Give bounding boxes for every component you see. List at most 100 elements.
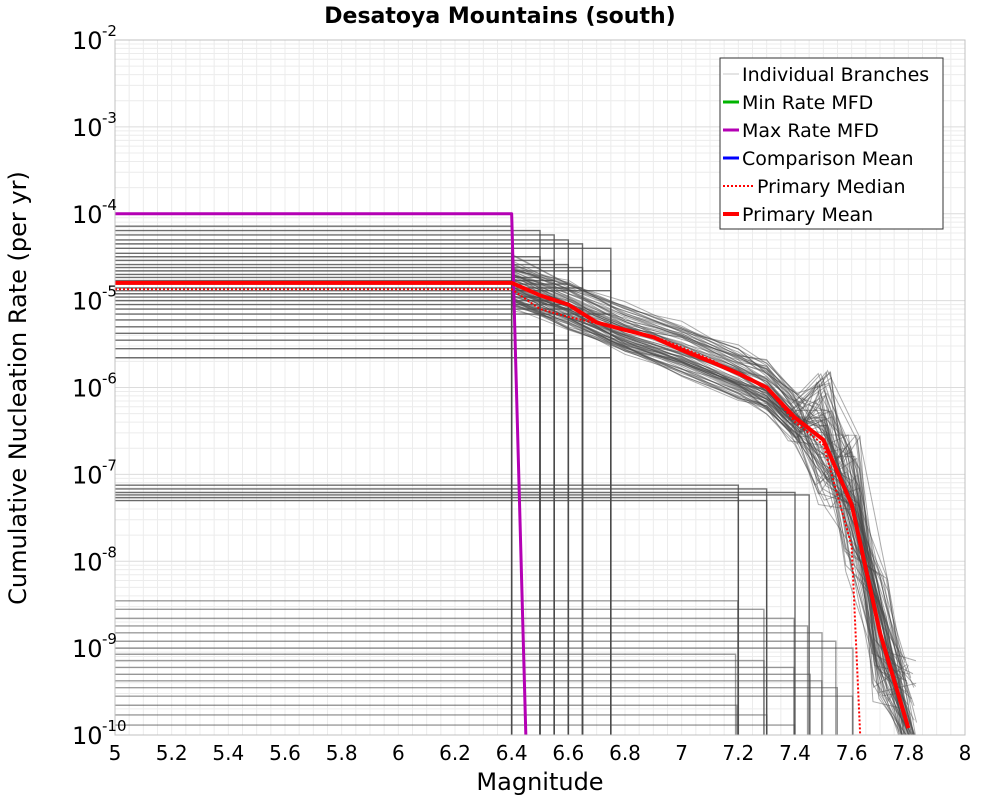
legend-box xyxy=(719,57,944,230)
series-max-rate-mfd xyxy=(115,212,528,735)
data-layer xyxy=(115,212,918,735)
branch-line xyxy=(115,491,796,735)
branch-line xyxy=(115,499,768,735)
branch-tail-line xyxy=(511,270,905,735)
y-tick-label: 10 xyxy=(72,114,103,142)
branch-line xyxy=(115,680,823,735)
branch-tail-line xyxy=(511,297,916,735)
x-tick-label: 7.4 xyxy=(779,741,811,765)
branch-tail-line xyxy=(511,286,901,735)
x-ticks: 5 5.2 5.4 5.6 5.8 6 6.2 6.4 6.6 6.8 7 7.2 7.4 7.6 7.8 8 xyxy=(109,741,972,765)
series-primary-mean xyxy=(115,280,911,729)
branch-line xyxy=(115,673,811,735)
x-tick-label: 5.4 xyxy=(212,741,244,765)
x-tick-label: 5.6 xyxy=(269,741,301,765)
branch-tail-line xyxy=(511,297,908,682)
branch-tail-line xyxy=(511,291,910,735)
branch-tail-line xyxy=(511,281,906,735)
x-tick-label: 8 xyxy=(959,741,972,765)
branch-tail-line xyxy=(511,303,907,735)
legend: Individual Branches Min Rate MFD Max Rate … xyxy=(719,57,944,230)
x-tick-label: 7.8 xyxy=(892,741,924,765)
branch-line xyxy=(115,666,795,735)
branch-tail-line xyxy=(511,288,916,735)
branch-tail-line xyxy=(511,304,917,687)
y-tick-label: 10 xyxy=(72,27,103,55)
branch-tail-line xyxy=(511,286,903,735)
x-tick-label: 5.8 xyxy=(326,741,358,765)
branch-line xyxy=(115,714,768,735)
branch-line xyxy=(115,332,555,735)
y-tick-exponent: -8 xyxy=(102,543,117,561)
y-tick-exponent: -10 xyxy=(102,717,127,735)
legend-label: Primary Median xyxy=(757,176,906,198)
branch-tail-line xyxy=(511,267,902,735)
branch-tail-line xyxy=(511,307,902,697)
branch-line xyxy=(115,357,612,735)
branch-tail-line xyxy=(511,273,903,735)
x-tick-label: 6 xyxy=(392,741,405,765)
x-tick-label: 6.2 xyxy=(439,741,471,765)
branch-tail-line xyxy=(511,268,917,694)
branch-tail-line xyxy=(511,269,914,735)
branch-tail-line xyxy=(511,302,915,721)
branch-tail-line xyxy=(511,266,900,735)
y-tick-label: 10 xyxy=(72,375,103,403)
y-tick-label: 10 xyxy=(72,288,103,316)
branch-line xyxy=(115,640,837,735)
branch-tail-line xyxy=(511,268,915,707)
branch-line xyxy=(115,659,765,735)
branch-tail-line xyxy=(511,291,913,735)
x-tick-label: 7.2 xyxy=(722,741,754,765)
branch-line xyxy=(115,724,796,735)
branch-tail-line xyxy=(511,292,905,702)
branch-tail-line xyxy=(511,288,908,721)
branch-tail-line xyxy=(511,286,912,735)
x-tick-label: 5 xyxy=(109,741,122,765)
branch-tail-line xyxy=(511,294,907,693)
branch-tail-line xyxy=(511,270,915,735)
chart-title: Desatoya Mountains (south) xyxy=(324,4,675,29)
y-tick-exponent: -6 xyxy=(102,370,117,388)
branch-tail-line xyxy=(511,253,910,695)
branch-tail-line xyxy=(511,300,905,735)
y-tick-label: 10 xyxy=(72,722,103,750)
branch-tail-line xyxy=(511,272,902,685)
branch-tail-line xyxy=(511,262,915,735)
branch-tail-line xyxy=(511,273,903,735)
y-axis-label: Cumulative Nucleation Rate (per yr) xyxy=(4,171,32,605)
branch-line xyxy=(115,339,570,735)
y-tick-label: 10 xyxy=(72,461,103,489)
legend-label: Max Rate MFD xyxy=(742,120,879,142)
branch-tail-line xyxy=(511,294,913,700)
branch-tail-line xyxy=(511,279,910,735)
x-tick-label: 7 xyxy=(675,741,688,765)
branch-tail-line xyxy=(511,290,903,735)
branch-line xyxy=(115,319,513,735)
branch-tail-line xyxy=(511,296,903,670)
branch-tail-line xyxy=(511,266,913,735)
branch-tail-line xyxy=(511,260,914,675)
branch-lines xyxy=(115,225,918,735)
branch-tail-line xyxy=(511,294,909,684)
branch-line xyxy=(115,704,738,735)
y-tick-exponent: -2 xyxy=(102,22,117,40)
branch-line xyxy=(115,687,838,735)
branch-line xyxy=(115,625,809,735)
y-tick-exponent: -7 xyxy=(102,456,117,474)
branch-line xyxy=(115,695,854,735)
branch-tail-line xyxy=(511,286,914,735)
branch-tail-line xyxy=(511,273,911,724)
branch-tail-line xyxy=(511,264,905,720)
branch-tail-line xyxy=(511,274,903,735)
branch-line xyxy=(115,653,737,735)
x-tick-label: 6.6 xyxy=(552,741,584,765)
branch-tail-line xyxy=(511,310,903,735)
y-tick-label: 10 xyxy=(72,201,103,229)
branch-tail-line xyxy=(511,279,908,735)
branch-tail-line xyxy=(511,299,909,706)
y-tick-label: 10 xyxy=(72,635,103,663)
branch-tail-line xyxy=(511,299,910,675)
